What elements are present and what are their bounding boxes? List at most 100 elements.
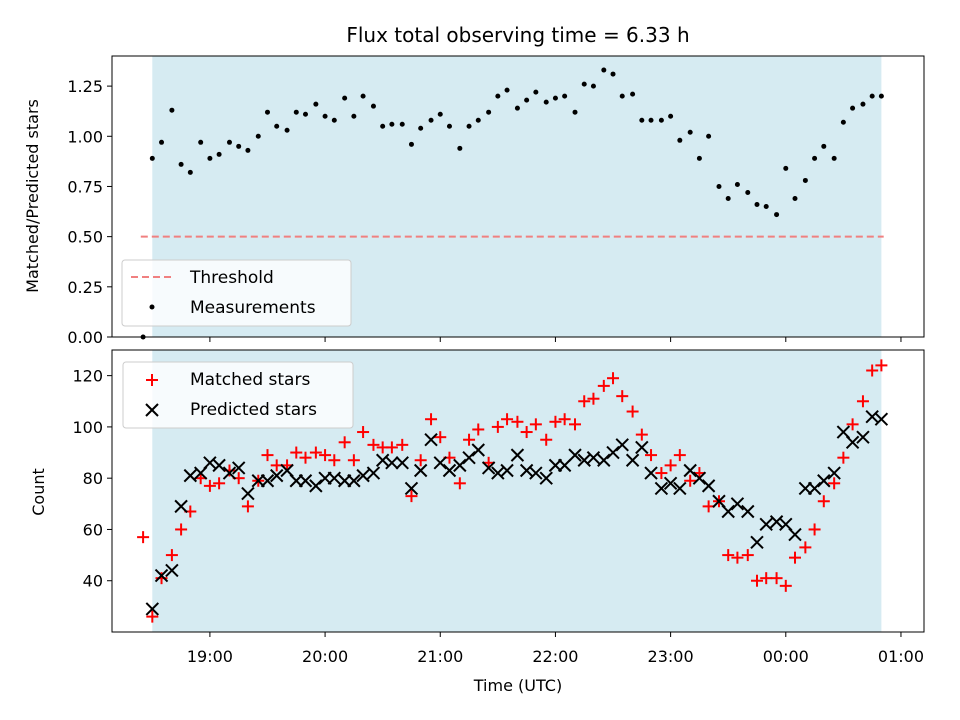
measurement-point xyxy=(763,204,769,210)
matched-star-point xyxy=(155,572,168,585)
matched-star-point xyxy=(520,426,533,439)
count-y-axis-label: Count xyxy=(29,468,48,516)
predicted-star-point xyxy=(759,517,773,532)
measurement-point xyxy=(725,196,731,202)
matched-star-point xyxy=(866,364,879,377)
predicted-star-point xyxy=(788,527,802,542)
predicted-star-point xyxy=(395,456,409,470)
matched-stars-points xyxy=(137,359,888,623)
matched-star-point xyxy=(569,418,582,431)
matched-star-point xyxy=(347,454,360,467)
measurement-point xyxy=(572,109,578,115)
measurement-point xyxy=(360,93,366,99)
predicted-star-point xyxy=(154,568,169,583)
measurement-point xyxy=(322,113,328,119)
matched-star-point xyxy=(770,572,783,585)
measurement-point xyxy=(236,143,242,149)
ratio-panel: 0.00 0.25 0.50 0.75 1.00 1.25 Flux total obse… xyxy=(23,23,925,347)
predicted-star-point xyxy=(462,450,476,465)
measurement-point xyxy=(658,117,664,123)
measurement-point xyxy=(351,113,357,119)
matched-star-point xyxy=(731,551,744,564)
matched-star-point xyxy=(299,451,312,464)
measurement-point xyxy=(716,183,722,189)
measurement-point xyxy=(850,105,856,111)
x-axis-label: Time (UTC) xyxy=(473,676,562,695)
matched-star-point xyxy=(558,413,571,426)
ratio-y-ticks: 0.00 0.25 0.50 0.75 1.00 1.25 xyxy=(67,77,112,347)
measurement-point xyxy=(524,97,530,103)
predicted-star-point xyxy=(741,504,755,519)
measurement-point xyxy=(428,117,434,123)
predicted-star-point xyxy=(817,474,831,488)
count-y-tick-label: 60 xyxy=(83,520,103,539)
measurement-point xyxy=(418,125,424,131)
matched-star-point xyxy=(741,549,754,562)
measurement-point xyxy=(466,123,472,129)
matched-star-point xyxy=(616,390,629,403)
predicted-star-point xyxy=(597,453,611,467)
predicted-star-point xyxy=(309,479,323,493)
measurement-point xyxy=(178,161,184,167)
matched-star-point xyxy=(491,420,504,433)
matched-star-point xyxy=(684,474,697,487)
matched-star-point xyxy=(338,436,351,449)
measurement-point xyxy=(399,121,405,127)
measurement-point xyxy=(543,99,549,105)
matched-star-point xyxy=(396,438,409,451)
matched-star-point xyxy=(655,467,668,480)
predicted-star-point xyxy=(874,412,889,426)
matched-star-point xyxy=(357,426,370,439)
predicted-star-point xyxy=(586,450,601,465)
measurement-point xyxy=(869,93,875,99)
predicted-star-point xyxy=(471,443,485,457)
ratio-panel-frame xyxy=(111,55,925,338)
matched-star-point xyxy=(837,451,850,464)
measurement-point xyxy=(831,155,837,161)
predicted-star-point xyxy=(856,430,870,444)
measurement-point xyxy=(562,93,568,99)
measurement-point xyxy=(639,117,645,123)
ratio-y-tick-label: 1.00 xyxy=(67,127,103,146)
matched-star-point xyxy=(511,415,524,428)
predicted-star-point xyxy=(366,466,381,480)
x-tick-label: 01:00 xyxy=(878,647,924,666)
ratio-legend: Threshold Measurements xyxy=(121,259,352,327)
matched-star-point xyxy=(453,477,466,490)
matched-star-point xyxy=(261,449,274,462)
predicted-star-point xyxy=(529,466,543,480)
matched-star-point xyxy=(875,359,888,372)
measurement-point xyxy=(226,139,232,145)
ratio-legend-box xyxy=(121,259,352,327)
count-legend-box xyxy=(122,361,354,429)
measurement-point xyxy=(255,133,261,139)
matched-star-point xyxy=(799,541,812,554)
predicted-star-point xyxy=(385,456,399,470)
matched-star-point xyxy=(673,449,686,462)
predicted-star-point xyxy=(557,458,572,473)
predicted-stars-points xyxy=(145,409,889,616)
predicted-star-point xyxy=(673,481,687,496)
predicted-star-point xyxy=(701,479,716,493)
matched-star-point xyxy=(137,531,150,544)
predicted-star-point xyxy=(404,481,419,496)
predicted-star-point xyxy=(635,440,649,455)
predicted-star-point xyxy=(568,448,582,462)
matched-star-point xyxy=(309,446,322,459)
ratio-y-axis-label: Matched/Predicted stars xyxy=(23,99,42,293)
count-y-ticks: 40 60 80 100 120 xyxy=(72,367,112,591)
predicted-star-point xyxy=(269,468,284,483)
matched-star-point xyxy=(578,395,591,408)
matched-star-point xyxy=(203,479,216,492)
measurement-point xyxy=(754,202,760,208)
measurement-point xyxy=(783,165,789,171)
measurement-point xyxy=(437,111,443,117)
x-tick-label: 21:00 xyxy=(417,647,463,666)
measurement-point xyxy=(802,177,808,183)
predicted-star-point xyxy=(644,466,658,480)
matched-star-point xyxy=(165,549,178,562)
measurement-point xyxy=(302,111,308,117)
measurement-point xyxy=(878,93,884,99)
predicted-star-point xyxy=(654,481,669,496)
